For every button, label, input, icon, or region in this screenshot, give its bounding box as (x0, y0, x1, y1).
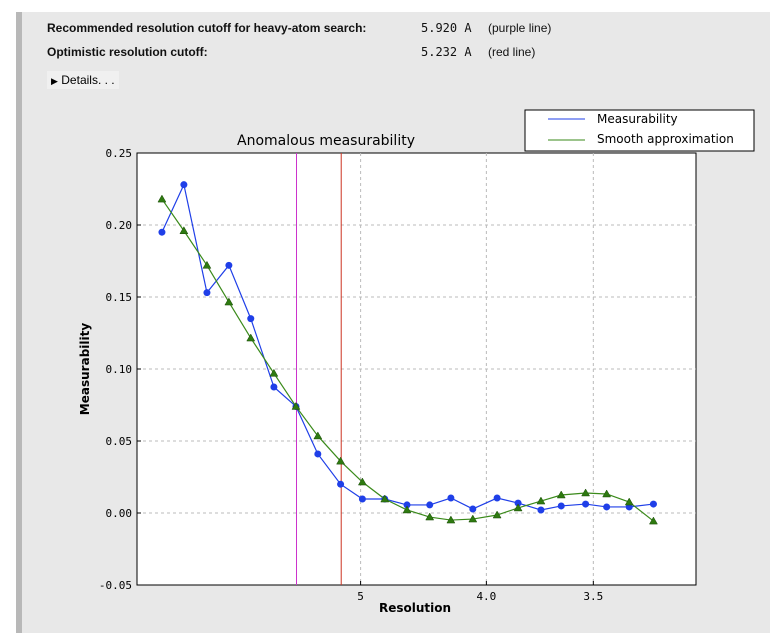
data-point (536, 496, 546, 505)
details-label: Details. . . (61, 73, 115, 87)
data-point (425, 512, 435, 521)
data-point (247, 315, 255, 323)
triangle-right-icon: ▶ (51, 76, 58, 86)
data-point (157, 194, 167, 203)
data-point (581, 488, 591, 497)
y-axis-label: Measurability (78, 323, 92, 416)
data-point (426, 501, 434, 509)
data-point (225, 261, 233, 269)
data-point (202, 260, 212, 269)
y-tick-label: 0.10 (106, 363, 133, 376)
data-point (269, 368, 279, 377)
data-point (203, 289, 211, 297)
recommended-cutoff-note: (purple line) (488, 21, 552, 35)
y-tick-label: 0.20 (106, 219, 133, 232)
data-point (357, 477, 367, 486)
legend-measurability: Measurability (597, 112, 678, 126)
data-point (358, 495, 366, 503)
data-point (337, 480, 345, 488)
data-point (446, 515, 456, 524)
y-tick-label: -0.05 (99, 579, 132, 592)
data-point (649, 500, 657, 508)
x-axis-label: Resolution (379, 601, 451, 615)
data-point (291, 401, 301, 410)
optimistic-cutoff-note: (red line) (488, 45, 536, 59)
data-point (402, 505, 412, 514)
data-point (313, 431, 323, 440)
details-disclosure[interactable]: ▶ Details. . . (47, 71, 119, 89)
data-point (468, 514, 478, 523)
data-point (246, 333, 256, 342)
data-point (649, 516, 658, 525)
data-point (469, 505, 477, 513)
x-tick-label: 5 (357, 590, 364, 603)
optimistic-cutoff-label: Optimistic resolution cutoff: (47, 45, 208, 59)
optimistic-cutoff-value: 5.232 A (421, 45, 472, 59)
data-point (158, 228, 166, 236)
data-point (314, 450, 322, 458)
data-point (602, 489, 612, 498)
data-point (537, 506, 545, 514)
data-point (556, 490, 566, 499)
data-point (582, 500, 590, 508)
y-tick-label: 0.25 (106, 147, 133, 160)
data-point (513, 503, 523, 512)
data-point (557, 502, 565, 510)
legend: Measurability Smooth approximation (524, 109, 755, 152)
legend-smooth: Smooth approximation (597, 132, 734, 146)
y-tick-label: 0.15 (106, 291, 133, 304)
data-point (336, 456, 346, 465)
x-tick-label: 4.0 (476, 590, 496, 603)
x-tick-label: 3.5 (583, 590, 603, 603)
y-tick-label: 0.00 (106, 507, 133, 520)
data-point (180, 181, 188, 189)
data-point (447, 494, 455, 502)
data-point (179, 226, 189, 235)
data-point (403, 501, 411, 509)
recommended-cutoff-label: Recommended resolution cutoff for heavy-… (47, 21, 367, 35)
data-point (493, 494, 501, 502)
data-point (624, 497, 634, 506)
data-point (380, 494, 390, 503)
recommended-cutoff-value: 5.920 A (421, 21, 472, 35)
data-point (603, 503, 611, 511)
y-tick-label: 0.05 (106, 435, 133, 448)
data-point (492, 510, 502, 519)
data-point (270, 383, 278, 391)
chart-title: Anomalous measurability (237, 133, 415, 149)
data-point (224, 297, 234, 306)
data-point (514, 499, 522, 507)
